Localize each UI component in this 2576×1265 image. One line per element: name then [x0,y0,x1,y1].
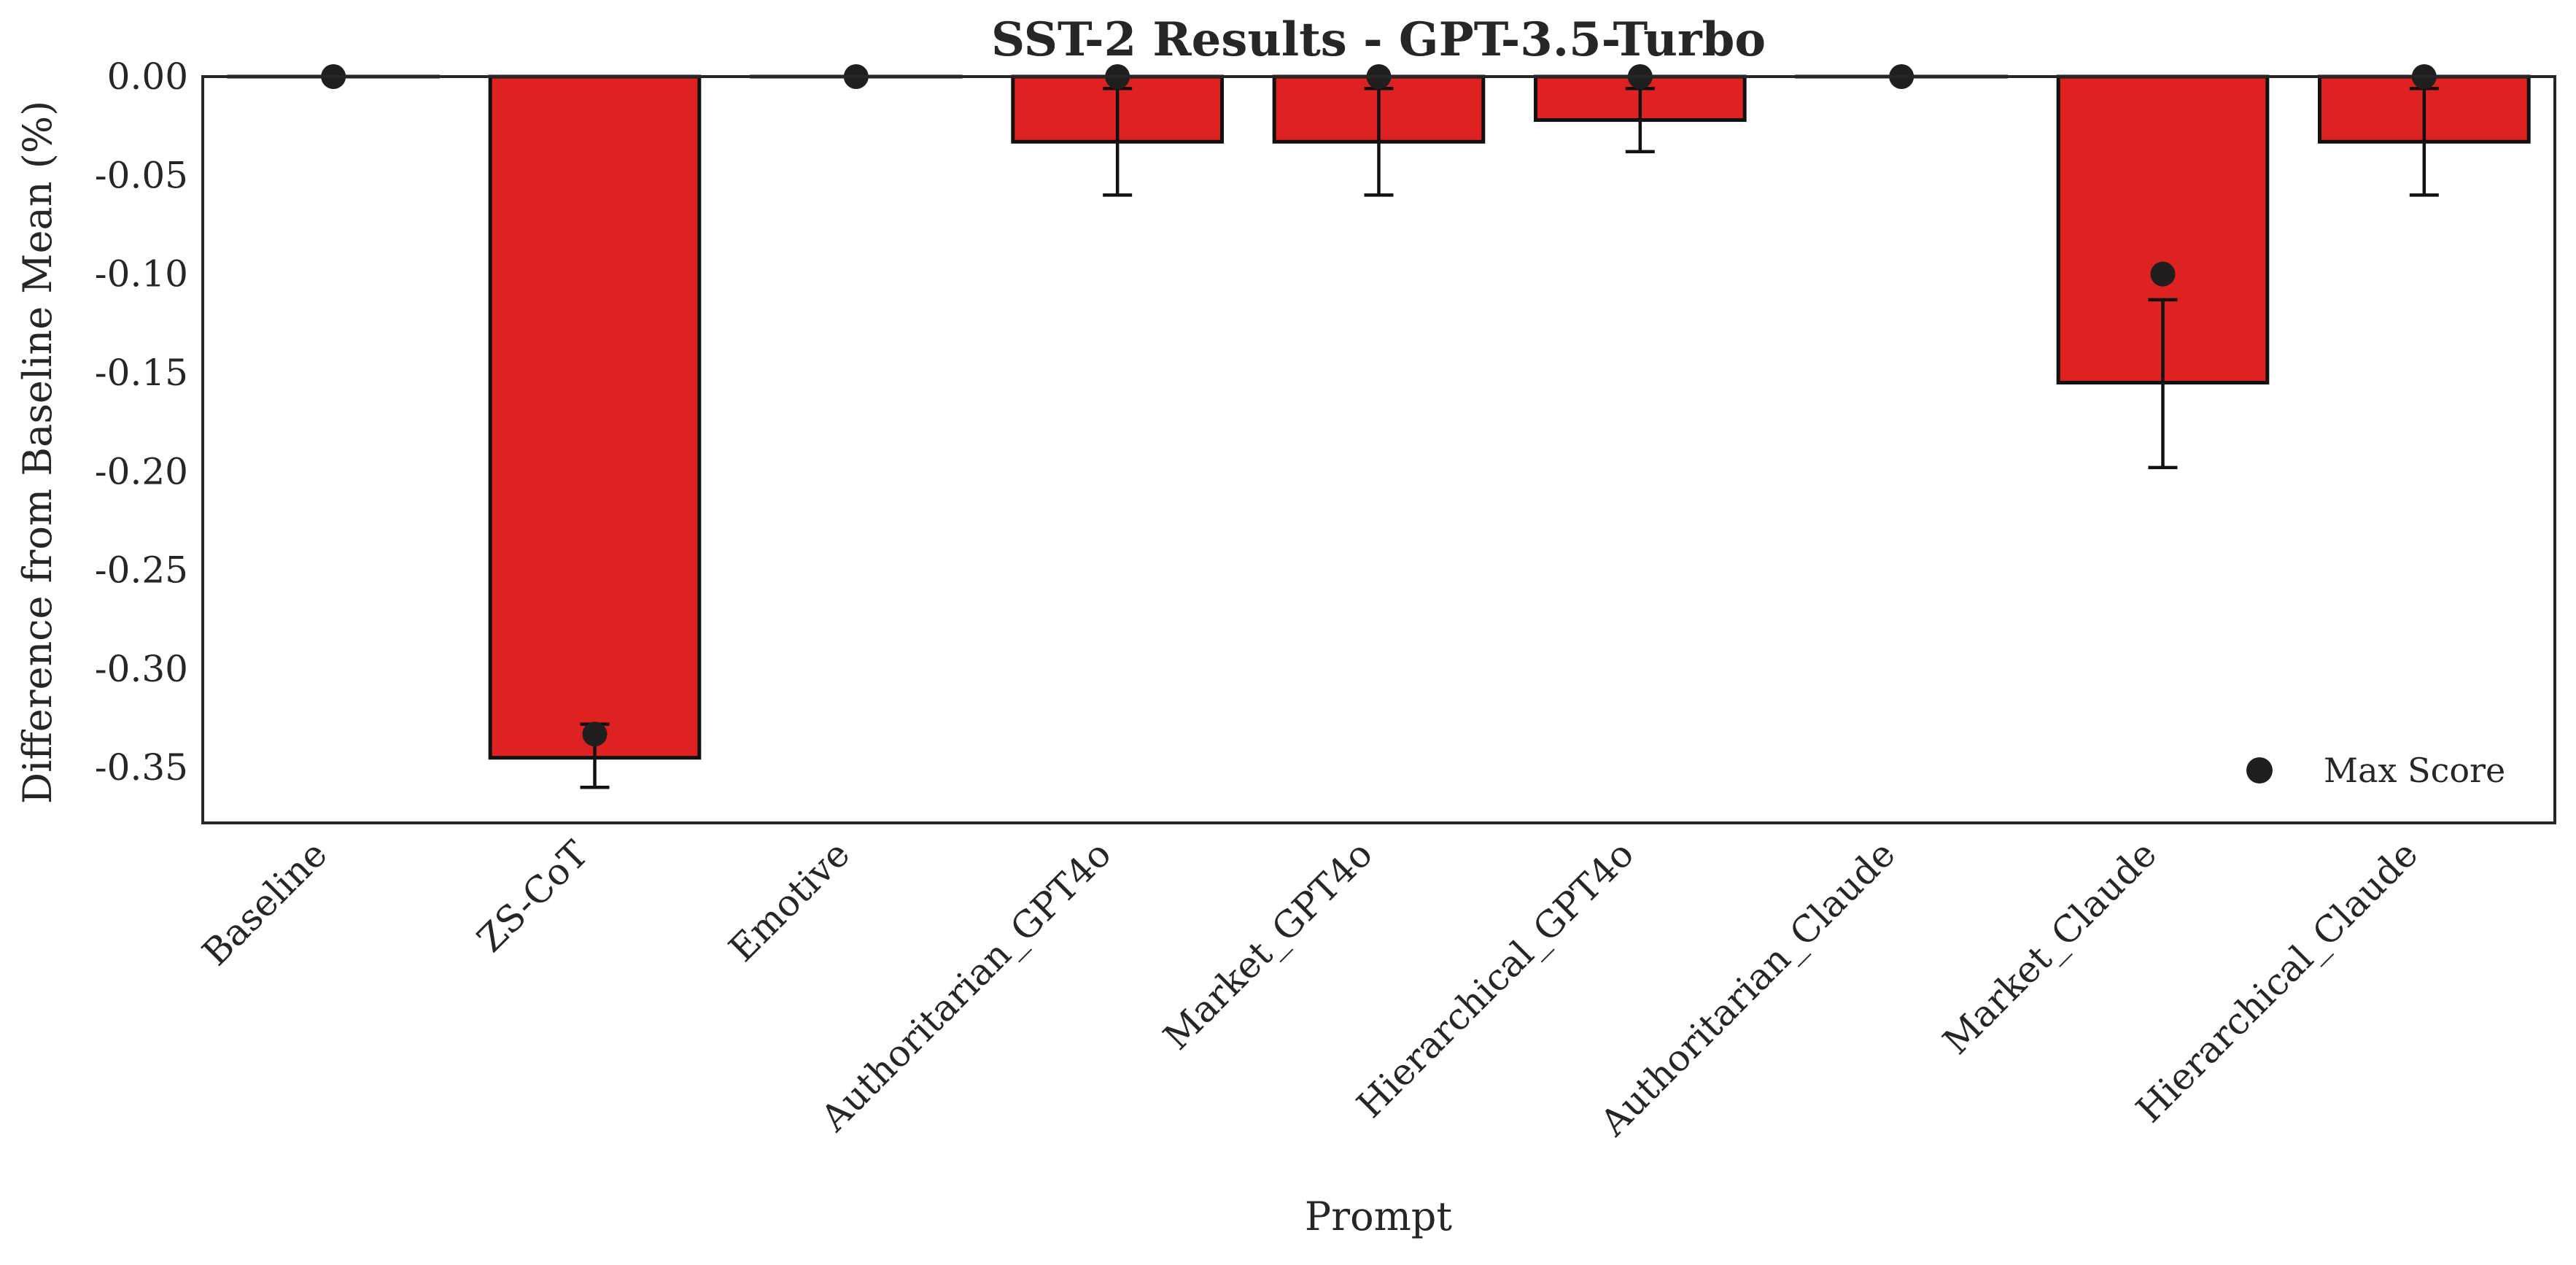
y-tick-label: -0.05 [95,154,188,196]
x-tick-label: Market_Claude [1935,832,2165,1062]
y-tick-label: 0.00 [107,55,188,98]
y-tick-label: -0.25 [95,549,188,592]
bar-zs-cot [490,77,699,758]
y-tick-label: -0.35 [95,746,188,789]
legend-marker-icon [2246,757,2273,784]
x-tick-label: ZS-CoT [469,832,597,960]
x-tick-label: Hierarchical_Claude [2128,832,2426,1130]
x-tick-label: Hierarchical_GPT4o [1349,832,1642,1126]
max-score-marker [2151,262,2176,287]
y-tick-label: -0.20 [95,450,188,492]
x-axis-label: Prompt [1305,1194,1452,1239]
x-tick-label: Authoritarian_Claude [1591,832,1903,1144]
x-tick-label: Baseline [194,832,335,973]
y-tick-label: -0.15 [95,352,188,394]
legend-label: Max Score [2324,751,2505,790]
plot-area: 0.00 -0.05 -0.10 -0.15 -0.20 -0.25 -0.30 -0.35B… [95,55,2555,1145]
max-score-marker [583,722,608,746]
chart-title: SST-2 Results - GPT-3.5-Turbo [991,12,1766,67]
x-tick-label: Authoritarian_GPT4o [812,832,1120,1140]
x-tick-label: Emotive [721,832,858,970]
y-tick-label: -0.30 [95,648,188,690]
y-tick-label: -0.10 [95,253,188,295]
x-tick-label: Market_GPT4o [1155,832,1381,1058]
y-axis-label: Difference from Baseline Mean (%) [15,101,61,804]
